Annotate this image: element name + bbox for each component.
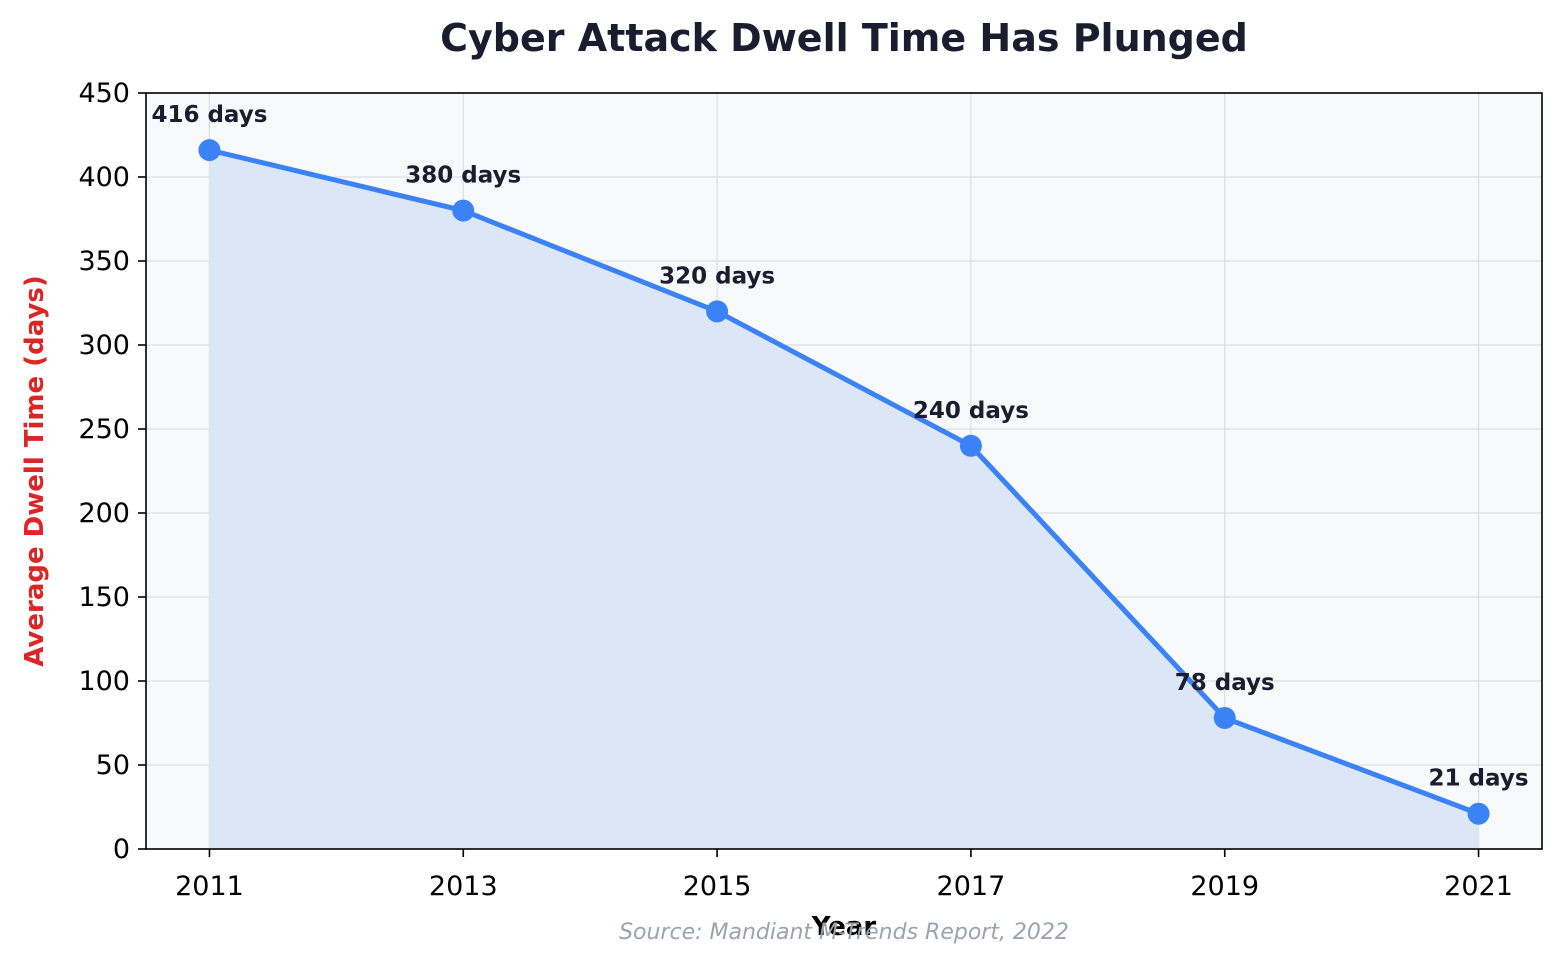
- data-label-2017: 240 days: [913, 398, 1029, 424]
- x-tick-label-2015: 2015: [683, 871, 752, 902]
- data-labels: 416 days 380 days 320 days 240 days 78 days 2…: [151, 102, 1528, 792]
- y-tick-label-150: 150: [78, 582, 130, 613]
- data-points: [198, 139, 1490, 825]
- x-tick-label-2021: 2021: [1444, 871, 1513, 902]
- y-tick-label-350: 350: [78, 246, 130, 277]
- x-tick-label-2011: 2011: [175, 871, 244, 902]
- y-axis-label: Average Dwell Time (days): [20, 275, 50, 667]
- series-line: [206, 147, 1482, 817]
- data-label-2013: 380 days: [405, 163, 521, 189]
- chart-title: Cyber Attack Dwell Time Has Plunged: [440, 16, 1248, 60]
- y-tick-label-300: 300: [78, 330, 130, 361]
- y-axis-ticks: 0 50 100 150 200 250 300 350 400 450: [78, 78, 146, 865]
- y-tick-label-200: 200: [78, 498, 130, 529]
- y-tick-label-250: 250: [78, 414, 130, 445]
- plot-frame: [145, 92, 1543, 850]
- data-label-2011: 416 days: [151, 102, 267, 128]
- source-note: Source: Mandiant M-Trends Report, 2022: [619, 920, 1069, 945]
- area-fill: [209, 150, 1479, 849]
- y-tick-label-400: 400: [78, 162, 130, 193]
- y-tick-label-50: 50: [96, 750, 130, 781]
- data-point-2019: [1213, 706, 1236, 729]
- data-point-2021: [1467, 802, 1490, 825]
- y-tick-label-100: 100: [78, 666, 130, 697]
- x-axis-ticks: 2011 2013 2015 2017 2019 2021: [175, 849, 1513, 902]
- data-point-2015: [706, 300, 729, 323]
- data-label-2015: 320 days: [659, 263, 775, 289]
- x-tick-label-2013: 2013: [429, 871, 498, 902]
- data-label-2019: 78 days: [1175, 670, 1275, 696]
- x-axis-label: Year: [811, 912, 877, 942]
- data-point-2017: [959, 434, 982, 457]
- x-tick-label-2017: 2017: [937, 871, 1006, 902]
- x-tick-label-2019: 2019: [1190, 871, 1259, 902]
- y-tick-label-0: 0: [113, 834, 130, 865]
- data-point-2011: [198, 139, 221, 162]
- data-point-2013: [452, 199, 475, 222]
- data-label-2021: 21 days: [1429, 766, 1529, 792]
- y-tick-label-450: 450: [78, 78, 130, 109]
